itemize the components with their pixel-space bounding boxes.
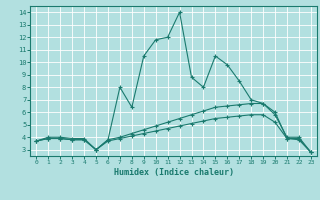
X-axis label: Humidex (Indice chaleur): Humidex (Indice chaleur) [114, 168, 234, 177]
